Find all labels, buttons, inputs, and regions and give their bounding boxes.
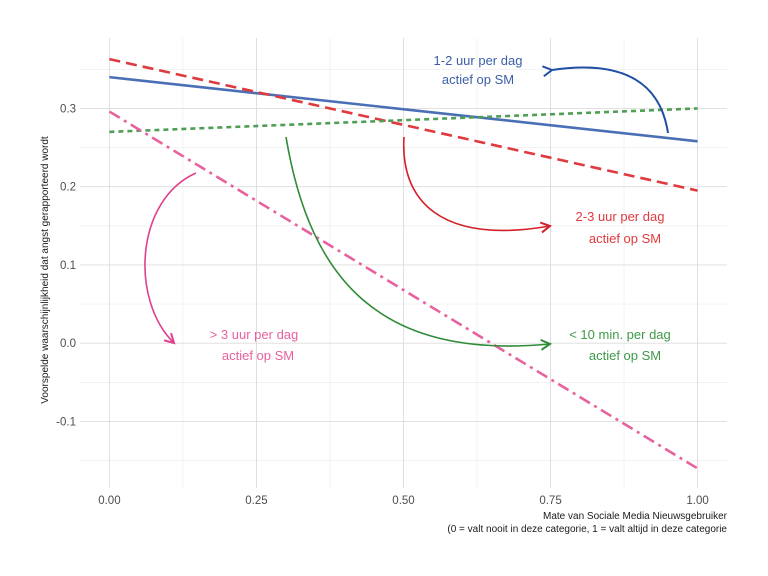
annotation-arrows	[144, 68, 669, 347]
annotation-lt10: < 10 min. per dag actief op SM	[569, 327, 671, 363]
series-line-s-2-3	[109, 57, 698, 192]
series-line-s-lt10	[109, 107, 698, 134]
annotation-1-2-line2: actief op SM	[442, 72, 514, 87]
annotation-1-2: 1-2 uur per dag actief op SM	[434, 53, 523, 87]
y-tick-label: 0.1	[60, 260, 76, 272]
annotation-2-3-line1: 2-3 uur per dag	[576, 209, 665, 224]
annotation-1-2-line1: 1-2 uur per dag	[434, 53, 523, 68]
x-tick-label: 1.00	[686, 495, 708, 507]
grid-major	[80, 38, 727, 488]
arrow-2-3	[402, 136, 550, 230]
annotation-lt10-line2: actief op SM	[589, 348, 661, 363]
x-tick-labels: 0.00 0.25 0.50 0.75 1.00	[98, 495, 709, 507]
y-axis-title: Voorspelde waarschijnlijkheid dat angst …	[40, 136, 51, 404]
annotation-2-3: 2-3 uur per dag actief op SM	[576, 209, 665, 246]
series-line-s-1-2	[109, 75, 698, 143]
x-axis-title: Mate van Sociale Media Nieuwsgebruiker	[543, 511, 728, 522]
series-line-s-gt3	[108, 110, 699, 470]
x-tick-label: 0.00	[98, 495, 120, 507]
x-tick-label: 0.50	[392, 495, 414, 507]
annotation-lt10-line1: < 10 min. per dag	[569, 327, 671, 342]
x-tick-label: 0.75	[539, 495, 561, 507]
y-tick-label: -0.1	[56, 416, 76, 428]
y-tick-labels: -0.1 0.0 0.1 0.2 0.3	[56, 103, 76, 428]
arrow-lt10	[285, 136, 550, 346]
arrow-1-2	[552, 68, 669, 134]
arrow-gt3	[144, 172, 197, 343]
annotation-gt3-line1: > 3 uur per dag	[210, 327, 299, 342]
x-axis-note: (0 = valt nooit in deze categorie, 1 = v…	[447, 524, 727, 535]
annotation-2-3-line2: actief op SM	[589, 231, 661, 246]
annotation-gt3-line2: actief op SM	[222, 348, 294, 363]
x-tick-label: 0.25	[245, 495, 267, 507]
y-tick-label: 0.3	[60, 103, 76, 115]
y-tick-label: 0.0	[60, 338, 76, 350]
series-layer	[108, 57, 699, 470]
y-tick-label: 0.2	[60, 182, 76, 194]
annotation-gt3: > 3 uur per dag actief op SM	[210, 327, 299, 363]
